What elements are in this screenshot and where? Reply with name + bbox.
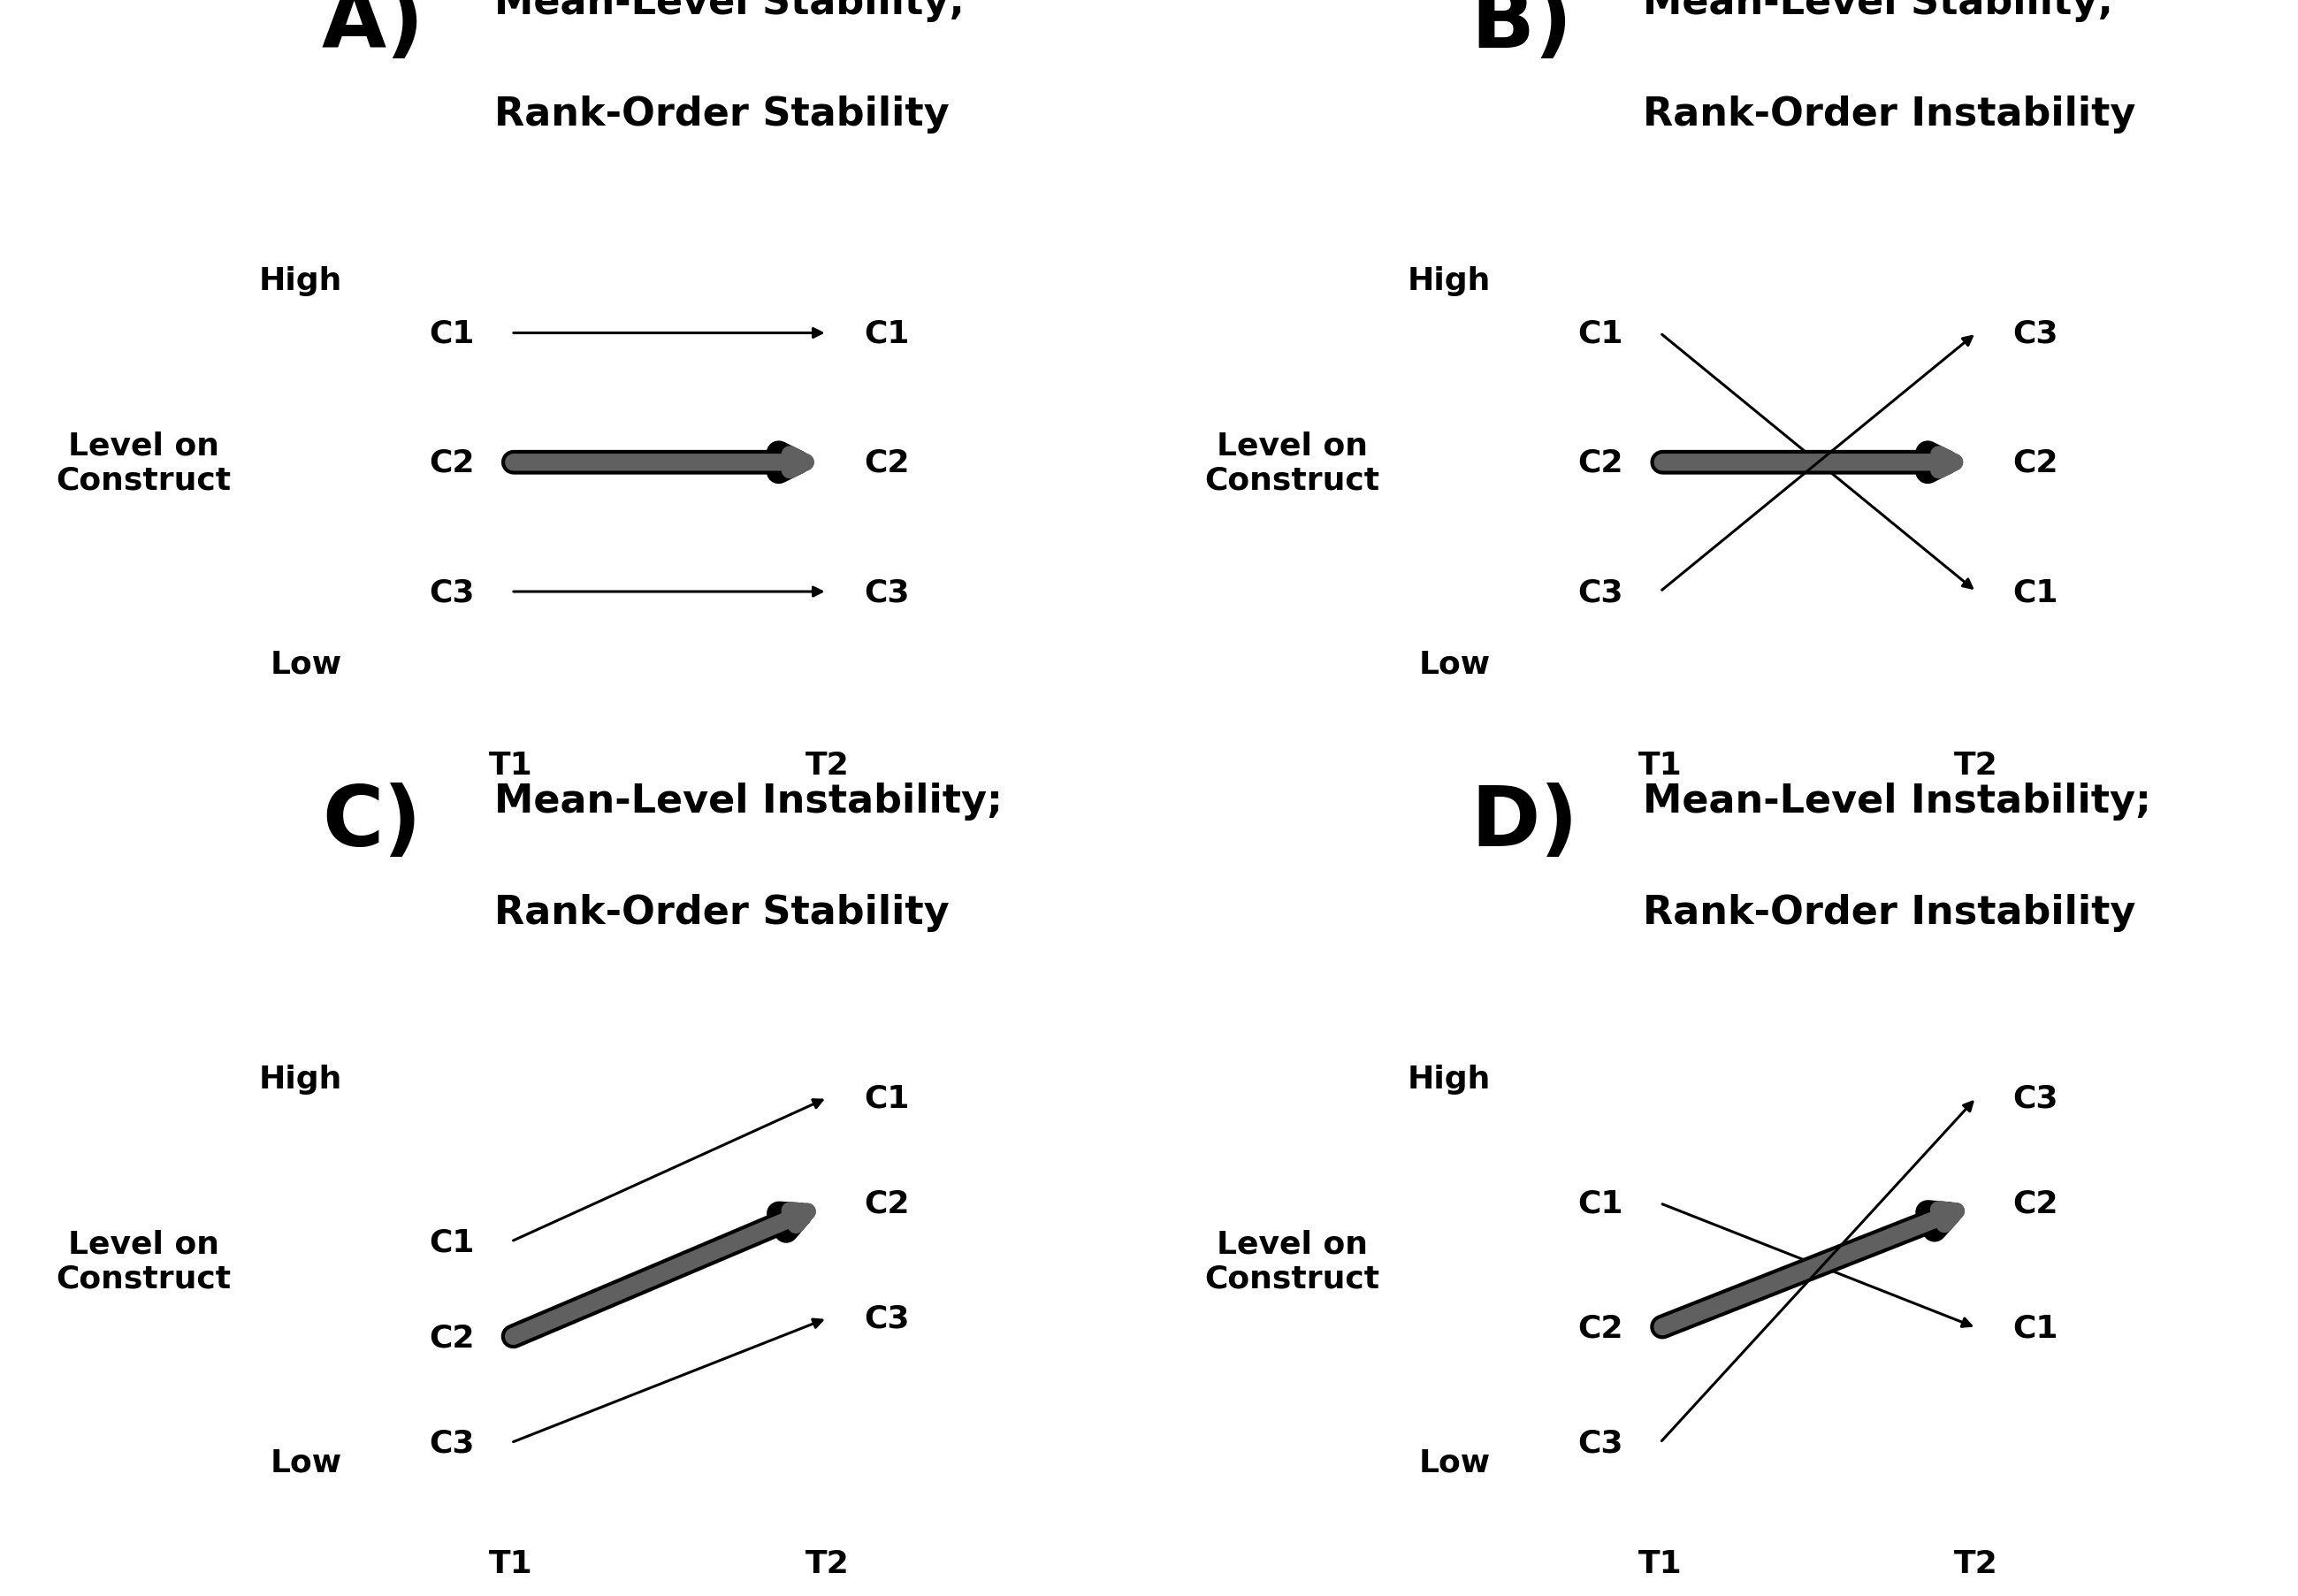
Text: C3: C3	[864, 578, 910, 606]
Text: Mean-Level Instability;: Mean-Level Instability;	[1643, 782, 2151, 820]
Text: C3: C3	[864, 1304, 910, 1333]
Text: T1: T1	[489, 1548, 533, 1578]
Text: C1: C1	[1579, 319, 1622, 348]
Text: Low: Low	[271, 650, 342, 678]
Text: C): C)	[322, 782, 421, 863]
Text: Level on
Construct: Level on Construct	[55, 1229, 232, 1293]
Text: C3: C3	[430, 578, 473, 606]
Text: C3: C3	[2013, 319, 2059, 348]
Text: Low: Low	[1420, 1448, 1491, 1476]
Text: Rank-Order Instability: Rank-Order Instability	[1643, 894, 2135, 932]
Text: T1: T1	[489, 750, 533, 780]
Text: High: High	[1406, 267, 1491, 295]
Text: Mean-Level Stability;: Mean-Level Stability;	[494, 0, 965, 22]
Text: Low: Low	[271, 1448, 342, 1476]
Text: Mean-Level Instability;: Mean-Level Instability;	[494, 782, 1002, 820]
Text: C2: C2	[430, 1323, 473, 1352]
Text: Level on
Construct: Level on Construct	[1204, 1229, 1381, 1293]
Text: Rank-Order Stability: Rank-Order Stability	[494, 894, 949, 932]
Text: C3: C3	[1579, 578, 1622, 606]
Text: T2: T2	[804, 1548, 850, 1578]
Text: C1: C1	[864, 319, 910, 348]
Text: C2: C2	[430, 448, 473, 477]
Text: Rank-Order Stability: Rank-Order Stability	[494, 96, 949, 134]
Text: High: High	[1406, 1065, 1491, 1093]
Text: C2: C2	[864, 448, 910, 477]
Text: C1: C1	[430, 319, 473, 348]
Text: Level on
Construct: Level on Construct	[55, 431, 232, 495]
Text: C2: C2	[2013, 1189, 2059, 1218]
Text: C2: C2	[1579, 1314, 1622, 1342]
Text: A): A)	[322, 0, 425, 65]
Text: C3: C3	[430, 1428, 473, 1457]
Text: C2: C2	[1579, 448, 1622, 477]
Text: C3: C3	[1579, 1428, 1622, 1457]
Text: C2: C2	[864, 1189, 910, 1218]
Text: C1: C1	[864, 1084, 910, 1112]
Text: T1: T1	[1638, 750, 1682, 780]
Text: T2: T2	[1953, 750, 1999, 780]
Text: Low: Low	[1420, 650, 1491, 678]
Text: C1: C1	[1579, 1189, 1622, 1218]
Text: T2: T2	[804, 750, 850, 780]
Text: Level on
Construct: Level on Construct	[1204, 431, 1381, 495]
Text: Rank-Order Instability: Rank-Order Instability	[1643, 96, 2135, 134]
Text: High: High	[257, 1065, 342, 1093]
Text: T2: T2	[1953, 1548, 1999, 1578]
Text: C3: C3	[2013, 1084, 2059, 1112]
Text: Mean-Level Stability;: Mean-Level Stability;	[1643, 0, 2114, 22]
Text: T1: T1	[1638, 1548, 1682, 1578]
Text: D): D)	[1471, 782, 1579, 863]
Text: C1: C1	[430, 1227, 473, 1256]
Text: C1: C1	[2013, 578, 2059, 606]
Text: C1: C1	[2013, 1314, 2059, 1342]
Text: High: High	[257, 267, 342, 295]
Text: B): B)	[1471, 0, 1572, 65]
Text: C2: C2	[2013, 448, 2059, 477]
